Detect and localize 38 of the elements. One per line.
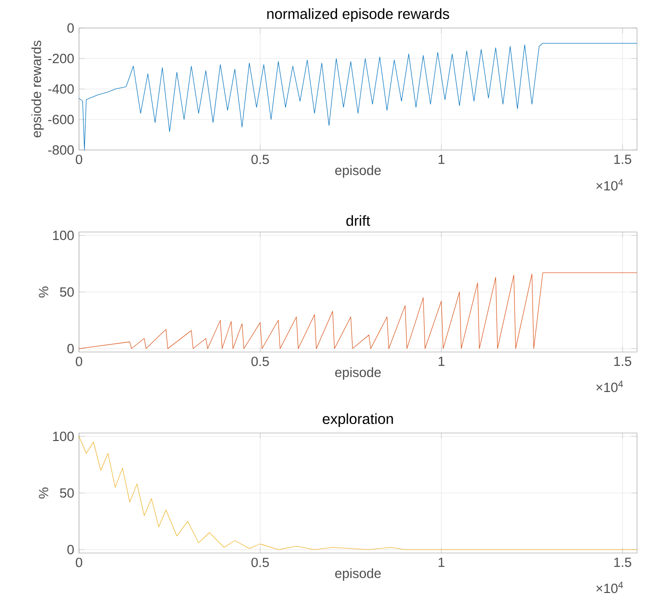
x-tick-label: 1 bbox=[438, 154, 444, 164]
y-axis-title: % bbox=[38, 488, 48, 498]
y-tick-label: 100 bbox=[53, 432, 74, 442]
y-tick-label: -400 bbox=[48, 84, 74, 94]
x-tick-label: 0.5 bbox=[251, 356, 269, 366]
text: ×10$^{4}$ bbox=[596, 582, 623, 594]
x-tick-label: 1 bbox=[438, 356, 444, 366]
line-series bbox=[78, 42, 638, 150]
x-tick-label: 0 bbox=[76, 558, 82, 568]
chart-title: exploration bbox=[322, 413, 393, 427]
line-series bbox=[78, 272, 638, 349]
y-tick-label: 0 bbox=[67, 23, 74, 33]
y-tick-label: 0 bbox=[67, 344, 74, 354]
y-tick-label: 50 bbox=[60, 287, 74, 297]
y-tick-label: -600 bbox=[48, 114, 74, 124]
x-tick-label: 0 bbox=[76, 154, 82, 164]
x-axis-title: episode bbox=[335, 165, 381, 178]
x-tick-label: 0 bbox=[76, 356, 82, 366]
y-tick-label: -800 bbox=[48, 145, 74, 155]
y-axis-title: % bbox=[38, 286, 48, 298]
x-axis-title: episode bbox=[335, 367, 381, 380]
y-axis-title: epsiode rewards bbox=[31, 40, 44, 138]
y-tick-label: 0 bbox=[67, 544, 74, 554]
x-tick-label: 1.5 bbox=[614, 558, 632, 568]
x-tick-label: 1.5 bbox=[614, 356, 632, 366]
x-tick-label: 0.5 bbox=[251, 558, 269, 568]
x-axis-title: episode bbox=[335, 568, 381, 581]
text: ×10$^{4}$ bbox=[596, 179, 623, 190]
chart-title: drift bbox=[346, 215, 370, 226]
x-tick-label: 1 bbox=[438, 558, 444, 567]
text: ×10$^{4}$ bbox=[596, 380, 623, 392]
y-tick-label: 100 bbox=[53, 230, 74, 240]
x-tick-label: 0.5 bbox=[251, 154, 269, 164]
line-series bbox=[78, 436, 638, 550]
x-tick-label: 1.5 bbox=[614, 154, 632, 164]
y-tick-label: 50 bbox=[60, 488, 74, 498]
y-tick-label: -200 bbox=[48, 54, 74, 64]
chart-title: normalized episode rewards bbox=[267, 8, 450, 22]
